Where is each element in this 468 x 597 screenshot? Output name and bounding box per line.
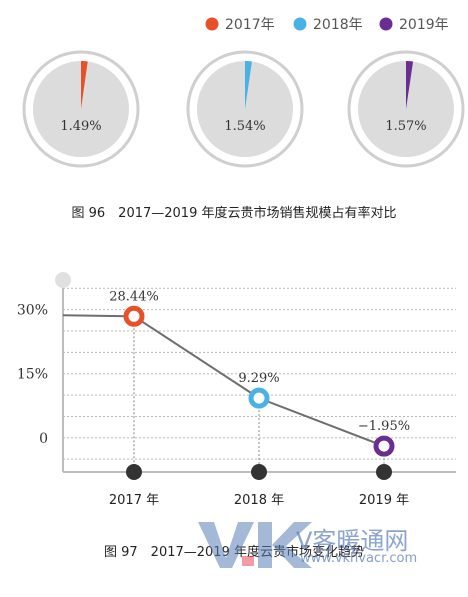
drop-lines (126, 316, 392, 480)
trend-line (62, 314, 385, 448)
watermark-text: V客暖通网 (296, 527, 409, 555)
y-tick-labels: 30% 15% 0 (17, 303, 48, 447)
x-category-marker (376, 464, 392, 480)
data-label: 28.44% (109, 289, 159, 304)
legend-swatch (379, 17, 393, 31)
data-label: −1.95% (358, 419, 410, 434)
pie-slice (81, 61, 88, 109)
x-category-marker (251, 464, 267, 480)
figure-96-caption: 图 96 2017—2019 年度云贵市场销售规模占有率对比 (71, 206, 397, 221)
x-category-marker (126, 464, 142, 480)
data-point (373, 435, 395, 457)
data-point (248, 387, 270, 409)
pie-group: 1.49% 1.54% 1.57% (22, 50, 465, 168)
watermark-url: www.vkhvacr.com (300, 551, 418, 566)
data-labels: 28.44% 9.29% −1.95% (109, 289, 410, 434)
legend-swatch (205, 17, 219, 31)
legend-label: 2017年 (225, 17, 275, 33)
data-label: 9.29% (238, 371, 279, 386)
trend-line-chart: 30%15%0 28.44%9.29%−1.95% 2017 年 2018 年 20… (17, 272, 456, 508)
x-category-label: 2017 年 (109, 493, 159, 508)
pie-slice (245, 61, 252, 109)
data-point (123, 305, 145, 327)
y-tick-label: 30% (17, 303, 48, 319)
legend-label: 2018年 (313, 17, 363, 33)
y-tick-label: 15% (17, 367, 48, 383)
watermark-logo (198, 522, 312, 568)
share-comparison-chart: 2017年 2018年 2019年 1.49% 1.54% 1.57% (22, 17, 465, 168)
pie-percent-label: 1.57% (385, 119, 426, 134)
series-line (62, 314, 385, 448)
x-category-label: 2018 年 (234, 493, 284, 508)
pie-percent-label: 1.49% (60, 119, 101, 134)
legend-swatch (293, 17, 307, 31)
y-axis-cap (55, 272, 71, 288)
x-category-labels: 2017 年 2018 年 2019 年 (109, 493, 409, 508)
pie-slice (406, 61, 414, 109)
legend: 2017年 2018年 2019年 (205, 17, 449, 33)
pie-percent-label: 1.54% (224, 119, 265, 134)
x-category-label: 2019 年 (359, 493, 409, 508)
y-tick-label: 0 (39, 431, 48, 447)
legend-label: 2019年 (399, 17, 449, 33)
data-points (123, 305, 395, 457)
